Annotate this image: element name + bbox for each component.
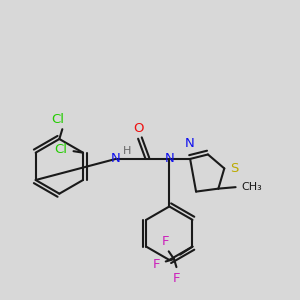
Text: H: H [123, 146, 131, 157]
Text: N: N [164, 152, 174, 165]
Text: CH₃: CH₃ [241, 182, 262, 192]
Text: Cl: Cl [55, 143, 68, 156]
Text: S: S [230, 162, 238, 175]
Text: F: F [173, 272, 180, 285]
Text: F: F [152, 258, 160, 271]
Text: N: N [111, 152, 121, 165]
Text: F: F [161, 235, 169, 248]
Text: O: O [133, 122, 143, 135]
Text: Cl: Cl [51, 112, 64, 126]
Text: N: N [185, 137, 195, 150]
